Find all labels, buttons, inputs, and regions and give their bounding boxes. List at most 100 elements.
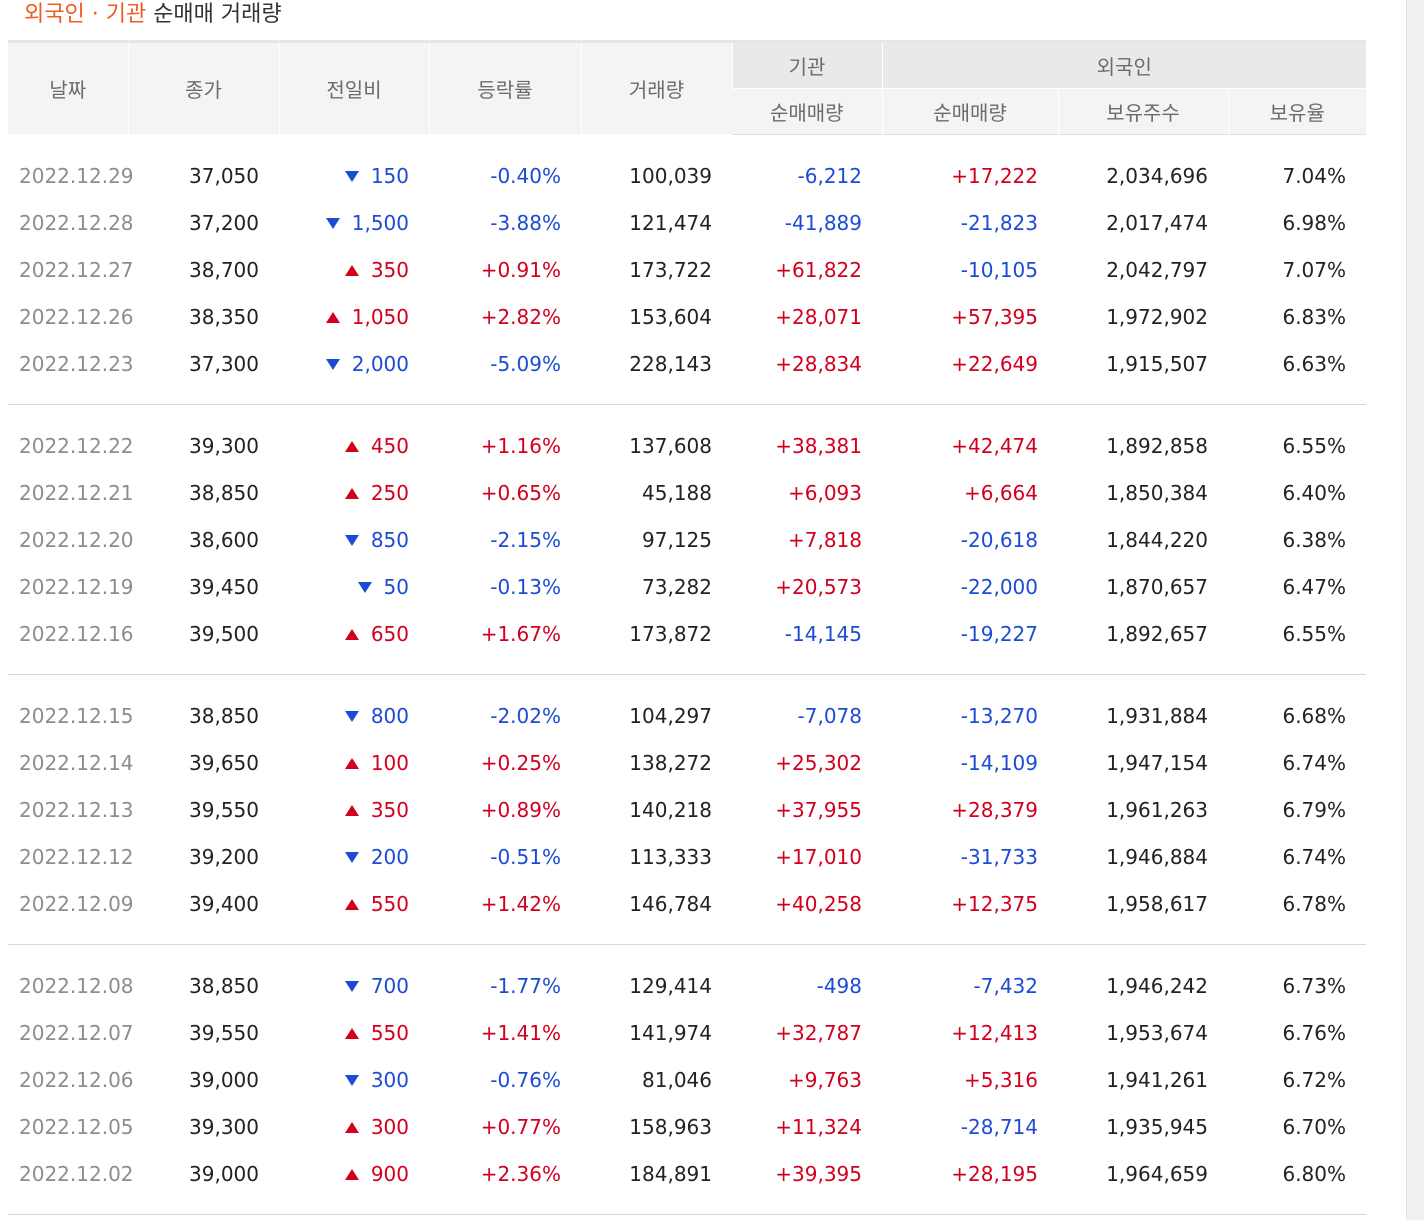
cell-institution-net: +32,787	[775, 1020, 862, 1045]
cell-volume: 228,143	[629, 351, 712, 376]
cell-close: 39,000	[189, 1161, 259, 1186]
cell-rate: -0.51%	[490, 844, 561, 869]
change-value: 700	[370, 973, 409, 998]
table-row: 2022.12.08 38,850 700 -1.77% 129,414 -498 -7,4…	[8, 962, 1366, 1009]
vertical-scrollbar[interactable]	[1406, 0, 1424, 1220]
triangle-up-icon	[344, 1168, 359, 1180]
cell-volume: 146,784	[629, 891, 712, 916]
cell-volume: 104,297	[629, 703, 712, 728]
cell-foreign-net: -13,270	[960, 703, 1038, 728]
triangle-down-icon	[325, 217, 340, 229]
cell-date: 2022.12.21	[19, 480, 134, 505]
cell-foreign-holdings: 1,953,674	[1106, 1020, 1208, 1045]
change-value: 350	[370, 797, 409, 822]
change-value: 800	[370, 703, 409, 728]
cell-foreign-holdings: 1,946,242	[1106, 973, 1208, 998]
cell-institution-net: +38,381	[775, 433, 862, 458]
cell-institution-net: +28,071	[775, 304, 862, 329]
cell-institution-net: -6,212	[797, 163, 862, 188]
cell-foreign-ratio: 6.55%	[1282, 433, 1347, 458]
cell-foreign-ratio: 6.55%	[1282, 621, 1347, 646]
cell-date: 2022.12.02	[19, 1161, 134, 1186]
cell-foreign-holdings: 1,844,220	[1106, 527, 1208, 552]
cell-close: 39,550	[189, 797, 259, 822]
header-institution-net: 순매매량	[732, 88, 882, 135]
cell-foreign-ratio: 6.76%	[1282, 1020, 1347, 1045]
header-foreign-net: 순매매량	[881, 88, 1058, 135]
cell-rate: +0.77%	[480, 1114, 561, 1139]
table-row: 2022.12.21 38,850 250 +0.65% 45,188 +6,093 +6,…	[8, 469, 1366, 516]
cell-foreign-net: +57,395	[951, 304, 1038, 329]
cell-rate: +0.65%	[480, 480, 561, 505]
section-title: 외국인 · 기관 순매매 거래량	[24, 0, 282, 32]
cell-foreign-holdings: 1,892,657	[1106, 621, 1208, 646]
cell-close: 37,050	[189, 163, 259, 188]
cell-volume: 153,604	[629, 304, 712, 329]
cell-foreign-net: -22,000	[960, 574, 1038, 599]
cell-rate: -5.09%	[490, 351, 561, 376]
cell-foreign-ratio: 6.83%	[1282, 304, 1347, 329]
cell-institution-net: +28,834	[775, 351, 862, 376]
group-divider	[8, 944, 1367, 945]
cell-change: 150	[279, 152, 429, 199]
group-top-spacer	[8, 135, 1366, 153]
cell-change: 550	[279, 1009, 429, 1056]
cell-close: 39,300	[189, 433, 259, 458]
cell-foreign-holdings: 1,947,154	[1106, 750, 1208, 775]
cell-close: 39,450	[189, 574, 259, 599]
cell-volume: 81,046	[642, 1067, 712, 1092]
header-volume: 거래량	[580, 41, 732, 135]
cell-change: 450	[279, 422, 429, 469]
cell-foreign-ratio: 6.98%	[1282, 210, 1347, 235]
section-title-highlight: 외국인 · 기관	[24, 2, 147, 27]
cell-volume: 140,218	[629, 797, 712, 822]
cell-rate: -2.02%	[490, 703, 561, 728]
triangle-up-icon	[344, 1027, 359, 1039]
cell-date: 2022.12.13	[19, 797, 134, 822]
cell-close: 39,550	[189, 1020, 259, 1045]
cell-date: 2022.12.28	[19, 210, 134, 235]
cell-rate: -0.40%	[490, 163, 561, 188]
cell-volume: 73,282	[642, 574, 712, 599]
table-row: 2022.12.19 39,450 50 -0.13% 73,282 +20,573 -22…	[8, 563, 1366, 610]
group-top-spacer	[8, 945, 1366, 962]
cell-foreign-holdings: 2,034,696	[1106, 163, 1208, 188]
cell-foreign-ratio: 7.07%	[1282, 257, 1347, 282]
cell-date: 2022.12.06	[19, 1067, 134, 1092]
table-row: 2022.12.16 39,500 650 +1.67% 173,872 -14,145 -…	[8, 610, 1366, 657]
cell-foreign-net: -19,227	[960, 621, 1038, 646]
change-value: 1,050	[351, 304, 409, 329]
table-row: 2022.12.28 37,200 1,500 -3.88% 121,474 -41,88…	[8, 199, 1366, 246]
investor-trading-table: 날짜 종가 전일비 등락률 거래량 기관 외국인 순매매량 순매매량 보유주수 …	[8, 40, 1367, 1215]
triangle-up-icon	[344, 628, 359, 640]
header-date: 날짜	[8, 41, 128, 135]
cell-close: 37,300	[189, 351, 259, 376]
change-value: 300	[370, 1114, 409, 1139]
table-row: 2022.12.26 38,350 1,050 +2.82% 153,604 +28,07…	[8, 293, 1366, 340]
change-value: 350	[370, 257, 409, 282]
cell-date: 2022.12.16	[19, 621, 134, 646]
cell-rate: +2.36%	[480, 1161, 561, 1186]
cell-close: 39,650	[189, 750, 259, 775]
cell-change: 1,500	[279, 199, 429, 246]
cell-foreign-ratio: 6.70%	[1282, 1114, 1347, 1139]
cell-date: 2022.12.22	[19, 433, 134, 458]
cell-close: 38,600	[189, 527, 259, 552]
change-value: 850	[370, 527, 409, 552]
cell-date: 2022.12.15	[19, 703, 134, 728]
table-body: 2022.12.29 37,050 150 -0.40% 100,039 -6,212 +1…	[8, 135, 1367, 1215]
cell-date: 2022.12.20	[19, 527, 134, 552]
cell-institution-net: -14,145	[784, 621, 862, 646]
triangle-down-icon	[325, 358, 340, 370]
cell-change: 350	[279, 246, 429, 293]
change-value: 100	[370, 750, 409, 775]
investor-trading-table-container: 날짜 종가 전일비 등락률 거래량 기관 외국인 순매매량 순매매량 보유주수 …	[8, 40, 1367, 1215]
cell-date: 2022.12.08	[19, 973, 134, 998]
cell-foreign-net: -10,105	[960, 257, 1038, 282]
cell-institution-net: -498	[816, 973, 862, 998]
group-bottom-spacer	[8, 927, 1366, 945]
cell-volume: 45,188	[642, 480, 712, 505]
cell-volume: 173,872	[629, 621, 712, 646]
triangle-down-icon	[344, 851, 359, 863]
cell-change: 300	[279, 1056, 429, 1103]
